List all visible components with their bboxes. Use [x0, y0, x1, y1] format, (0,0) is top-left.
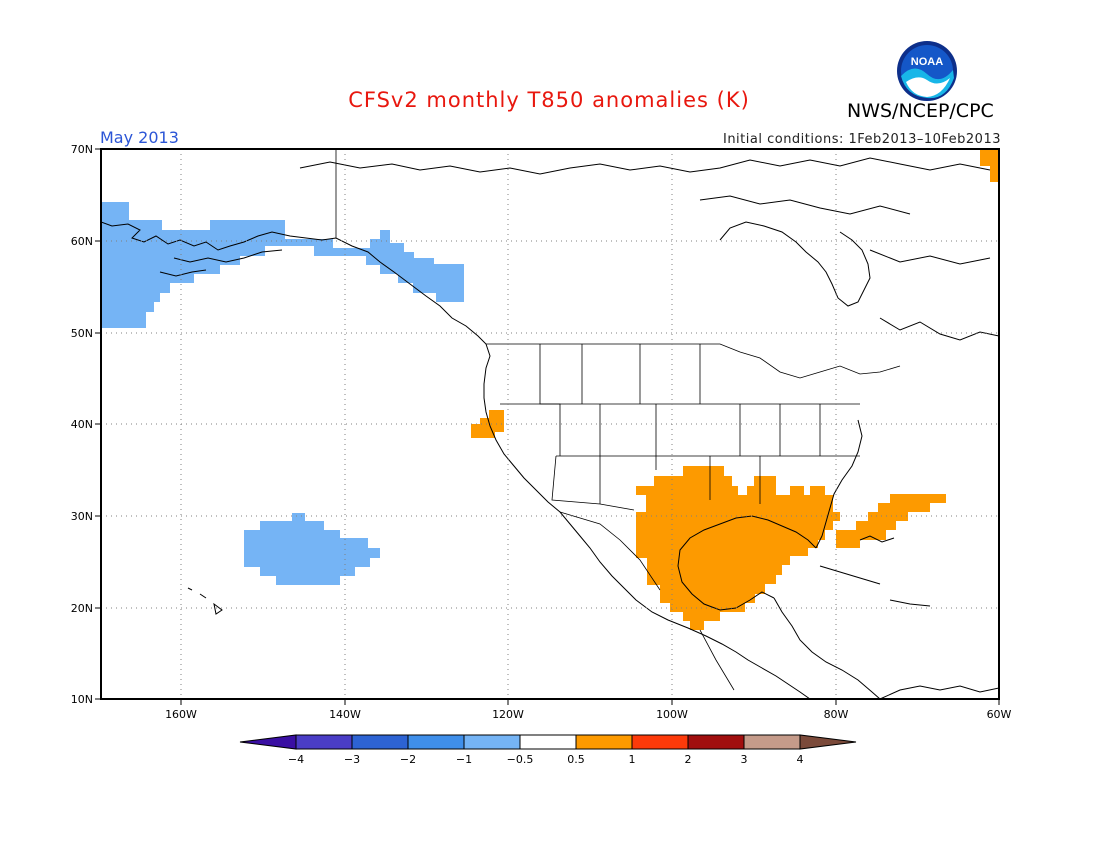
color-bar-swatch — [351, 734, 409, 750]
gridlines — [101, 149, 999, 699]
color-bar-swatch — [519, 734, 577, 750]
color-bar-swatch — [743, 734, 801, 750]
color-bar-label: 2 — [685, 753, 692, 766]
color-bar-label: 0.5 — [567, 753, 585, 766]
california-warm-anomaly — [471, 410, 504, 438]
logo-text: NOAA — [911, 56, 943, 68]
gulf-warm-anomaly — [636, 466, 840, 630]
color-bar-label: −3 — [344, 753, 360, 766]
color-bar-swatch — [687, 734, 745, 750]
color-bar — [239, 734, 857, 750]
chart-title: CFSv2 monthly T850 anomalies (K) — [348, 88, 750, 112]
lat-label: 20N — [71, 602, 93, 615]
lon-label: 160W — [165, 708, 197, 721]
lat-label: 10N — [71, 693, 93, 706]
lon-label: 60W — [987, 708, 1012, 721]
color-bar-swatch — [575, 734, 633, 750]
atlantic-warm-anomaly — [836, 494, 946, 548]
lat-label: 30N — [71, 510, 93, 523]
color-bar-swatch — [463, 734, 521, 750]
color-bar-swatch — [407, 734, 465, 750]
initial-conditions: Initial conditions: 1Feb2013–10Feb2013 — [722, 132, 1001, 147]
baffin-warm-anomaly — [980, 150, 999, 182]
color-bar-label: 1 — [629, 753, 636, 766]
agency-label: NWS/NCEP/CPC — [847, 100, 994, 122]
lat-label: 60N — [71, 235, 93, 248]
color-bar-label: −1 — [456, 753, 472, 766]
color-bar-arrow-low — [239, 734, 297, 750]
color-bar-label: −2 — [400, 753, 416, 766]
color-bar-label: −0.5 — [507, 753, 534, 766]
lat-label: 50N — [71, 327, 93, 340]
noaa-logo: NOAA — [897, 41, 957, 101]
lon-label: 140W — [329, 708, 361, 721]
lat-label: 40N — [71, 418, 93, 431]
pacific-cold-anomaly — [244, 513, 380, 585]
lon-label: 100W — [656, 708, 688, 721]
color-bar-swatch — [295, 734, 353, 750]
state-boundaries — [335, 149, 901, 691]
color-bar-label: 4 — [797, 753, 804, 766]
color-bar-label: −4 — [288, 753, 304, 766]
lon-label: 120W — [492, 708, 524, 721]
lat-label: 70N — [71, 143, 93, 156]
color-bar-swatch — [631, 734, 689, 750]
forecast-period: May 2013 — [100, 128, 179, 147]
alaska-cold-anomaly — [101, 202, 464, 328]
lon-label: 80W — [824, 708, 849, 721]
color-bar-arrow-high — [799, 734, 857, 750]
color-bar-label: 3 — [741, 753, 748, 766]
color-bar-labels: −4 −3 −2 −1 −0.5 0.5 1 2 3 4 — [288, 753, 804, 766]
coastlines — [101, 157, 999, 699]
